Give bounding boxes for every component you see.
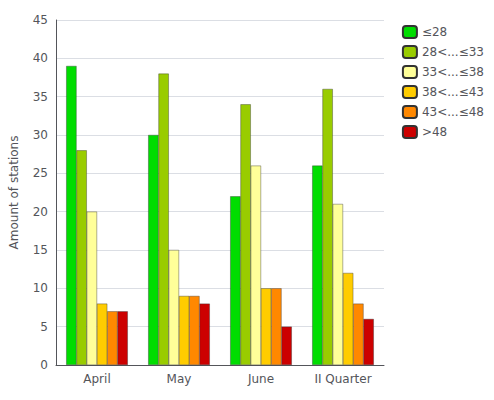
svg-text:10: 10: [33, 281, 48, 295]
svg-text:40: 40: [33, 51, 48, 65]
svg-text:25: 25: [33, 166, 48, 180]
svg-text:0: 0: [40, 358, 48, 372]
svg-text:II Quarter: II Quarter: [314, 372, 371, 386]
svg-text:35: 35: [33, 90, 48, 104]
svg-text:45: 45: [33, 13, 48, 27]
svg-text:>48: >48: [422, 125, 447, 139]
svg-text:20: 20: [33, 205, 48, 219]
svg-text:30: 30: [33, 128, 48, 142]
svg-text:5: 5: [40, 320, 48, 334]
svg-text:June: June: [247, 372, 274, 386]
svg-text:≤28: ≤28: [422, 25, 447, 39]
svg-text:38<...≤43: 38<...≤43: [422, 85, 484, 99]
svg-text:Amount of stations: Amount of stations: [7, 136, 21, 250]
svg-text:April: April: [83, 372, 110, 386]
svg-text:15: 15: [33, 243, 48, 257]
svg-text:43<...≤48: 43<...≤48: [422, 105, 484, 119]
svg-text:33<...≤38: 33<...≤38: [422, 65, 484, 79]
svg-text:28<...≤33: 28<...≤33: [422, 45, 484, 59]
svg-text:May: May: [167, 372, 192, 386]
